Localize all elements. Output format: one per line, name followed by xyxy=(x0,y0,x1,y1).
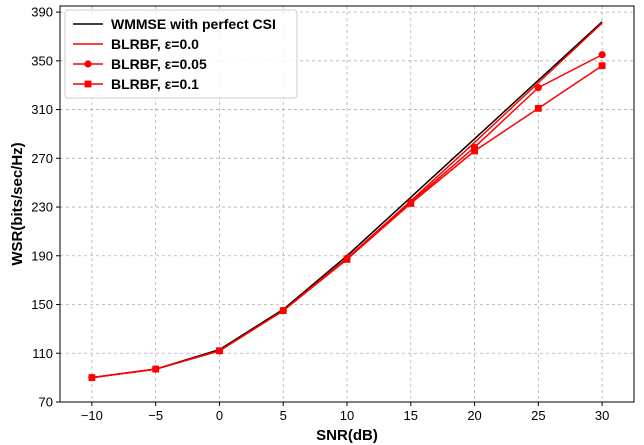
legend-label: WMMSE with perfect CSI xyxy=(111,16,276,32)
legend-item: BLRBF, ε=0.1 xyxy=(73,76,199,92)
x-tick-label: −10 xyxy=(81,408,103,423)
x-tick-label: 0 xyxy=(216,408,223,423)
axis-ticks: −10 −5 0 5 10 15 20 25 30 70 110 150 190 230 270 310 350… xyxy=(31,5,609,423)
data-point xyxy=(279,307,287,315)
data-point xyxy=(534,84,542,92)
y-tick-label: 150 xyxy=(31,297,53,312)
y-tick-label: 310 xyxy=(31,102,53,117)
x-axis-title: SNR(dB) xyxy=(316,427,378,444)
series-group xyxy=(88,21,606,382)
legend-item: BLRBF, ε=0.05 xyxy=(73,56,207,72)
data-point xyxy=(598,51,606,59)
legend-label: BLRBF, ε=0.0 xyxy=(111,36,199,52)
x-tick-label: 10 xyxy=(340,408,354,423)
y-tick-label: 70 xyxy=(39,395,53,410)
data-point xyxy=(343,256,351,263)
legend-item: BLRBF, ε=0.0 xyxy=(73,36,199,52)
series-4 xyxy=(88,62,606,382)
legend-label: BLRBF, ε=0.05 xyxy=(111,56,207,72)
data-point xyxy=(471,147,478,155)
legend-item: WMMSE with perfect CSI xyxy=(73,16,276,32)
data-point xyxy=(216,347,223,355)
y-axis-title: WSR(bits/sec/Hz) xyxy=(9,142,26,265)
data-point xyxy=(84,80,92,88)
x-tick-label: −5 xyxy=(148,408,163,423)
y-tick-label: 190 xyxy=(31,248,53,263)
y-tick-label: 110 xyxy=(32,346,53,361)
data-point xyxy=(88,374,96,382)
x-tick-label: 5 xyxy=(280,408,287,423)
x-tick-label: 20 xyxy=(467,408,481,423)
x-tick-label: 15 xyxy=(404,408,418,423)
data-point xyxy=(598,62,606,70)
data-point xyxy=(407,199,415,207)
y-tick-label: 230 xyxy=(31,200,53,215)
y-tick-label: 390 xyxy=(31,5,53,20)
x-tick-label: 25 xyxy=(531,408,545,423)
x-tick-label: 30 xyxy=(595,408,609,423)
y-tick-label: 270 xyxy=(31,151,53,166)
data-point xyxy=(534,104,542,112)
legend: WMMSE with perfect CSI BLRBF, ε=0.0 BLRBF,… xyxy=(64,9,298,99)
data-point xyxy=(84,60,92,68)
legend-box xyxy=(64,9,298,99)
legend-label: BLRBF, ε=0.1 xyxy=(111,76,199,92)
data-point xyxy=(152,365,160,373)
y-tick-label: 350 xyxy=(31,53,53,68)
